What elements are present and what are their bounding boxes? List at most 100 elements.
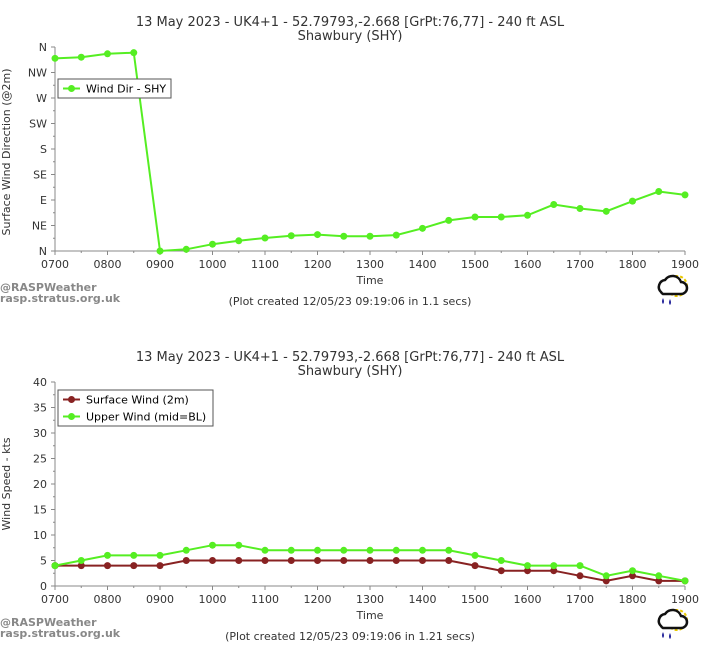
- data-point: [655, 572, 663, 580]
- x-tick-label: 1400: [409, 258, 437, 271]
- chart2-tick-labels: 0700 0800 0900 1000 1100 1200 1300 1400 1500 1600…: [33, 376, 699, 606]
- cloud-rain-sun-icon: [657, 608, 689, 639]
- data-point: [471, 562, 479, 570]
- data-point: [77, 562, 85, 570]
- data-point: [314, 557, 321, 564]
- data-point: [655, 577, 663, 585]
- y-tick-label: 25: [33, 453, 47, 466]
- chart2-legend-label-surface: Surface Wind (2m): [86, 394, 189, 407]
- data-point: [287, 557, 295, 564]
- data-point: [77, 53, 85, 61]
- y-tick-label: 35: [33, 402, 47, 415]
- data-point: [524, 211, 531, 219]
- x-tick-label: 1900: [671, 258, 699, 271]
- data-point: [287, 232, 295, 240]
- y-tick-label: NW: [28, 67, 47, 80]
- cloud-rain-sun-icon: [657, 274, 689, 305]
- data-point: [287, 546, 295, 554]
- x-tick-label: 0800: [94, 258, 122, 271]
- data-point: [156, 562, 164, 570]
- data-point: [602, 577, 610, 585]
- data-point: [576, 572, 584, 580]
- y-tick-label: 10: [33, 529, 47, 542]
- data-point: [235, 237, 243, 245]
- x-tick-label: 0800: [94, 593, 122, 606]
- x-tick-label: 1200: [304, 593, 332, 606]
- x-tick-label: 0700: [41, 258, 69, 271]
- chart2-y-axis-label: Wind Speed - kts: [0, 437, 13, 530]
- x-tick-label: 1000: [199, 593, 227, 606]
- data-point: [261, 546, 269, 554]
- chart1-y-axis-label: Surface Wind Direction (@2m): [0, 68, 13, 235]
- x-tick-label: 0900: [146, 258, 174, 271]
- chart1-legend-box: [57, 78, 172, 99]
- data-point: [340, 232, 348, 240]
- data-point: [497, 213, 505, 221]
- x-tick-label: 1100: [251, 258, 279, 271]
- chart1-legend: Wind Dir - SHY: [57, 78, 172, 99]
- data-point: [497, 567, 505, 575]
- x-tick-label: 1100: [251, 593, 279, 606]
- data-point: [261, 234, 269, 242]
- data-point: [392, 546, 400, 554]
- chart2-legend-swatch-marker-upper: [68, 413, 75, 420]
- data-point: [471, 213, 479, 221]
- wind-direction-chart: 13 May 2023 - UK4+1 - 52.79793,-2.668 [G…: [0, 15, 699, 308]
- data-point: [629, 567, 636, 575]
- data-point: [524, 567, 531, 575]
- data-point: [340, 546, 348, 554]
- data-point: [261, 557, 269, 564]
- chart2-legend-swatch-marker-surface: [68, 396, 75, 403]
- chart1-series: [51, 49, 689, 255]
- y-tick-label: N: [39, 41, 47, 54]
- y-tick-label: 30: [33, 427, 47, 440]
- data-point: [314, 231, 321, 239]
- data-point: [550, 201, 558, 209]
- x-tick-label: 1700: [566, 258, 594, 271]
- data-point: [130, 49, 138, 57]
- data-point: [392, 231, 400, 239]
- x-tick-label: 1500: [461, 593, 489, 606]
- y-tick-label: S: [40, 143, 47, 156]
- data-point: [104, 562, 111, 570]
- watermark-handle-1: @RASPWeather: [0, 281, 97, 294]
- data-point: [51, 562, 59, 570]
- watermark-url-1: rasp.stratus.org.uk: [0, 292, 121, 305]
- chart2-legend: Surface Wind (2m) Upper Wind (mid=BL): [57, 389, 214, 427]
- data-point: [550, 567, 558, 575]
- chart1-credit: (Plot created 12/05/23 09:19:06 in 1.1 s…: [229, 295, 472, 308]
- y-tick-label: SE: [33, 169, 47, 182]
- data-point: [209, 557, 216, 564]
- chart2-axes: [51, 381, 686, 590]
- x-tick-label: 1500: [461, 258, 489, 271]
- data-point: [340, 557, 348, 564]
- data-point: [419, 546, 426, 554]
- chart2-legend-box: [57, 389, 214, 427]
- y-tick-label: NE: [32, 220, 47, 233]
- data-point: [445, 546, 453, 554]
- chart1-subtitle: Shawbury (SHY): [298, 29, 403, 44]
- x-tick-label: 1000: [199, 258, 227, 271]
- wind-speed-chart: 13 May 2023 - UK4+1 - 52.79793,-2.668 [G…: [0, 350, 699, 643]
- data-point: [681, 577, 689, 585]
- chart2-series: [51, 541, 689, 585]
- chart2-x-axis-label: Time: [356, 609, 384, 622]
- data-point: [104, 50, 111, 58]
- chart2-credit: (Plot created 12/05/23 09:19:06 in 1.21 …: [225, 630, 475, 643]
- data-point: [524, 562, 531, 570]
- data-point: [77, 557, 85, 564]
- x-tick-label: 0900: [146, 593, 174, 606]
- x-tick-label: 1800: [619, 258, 647, 271]
- data-point: [209, 541, 216, 549]
- chart2-title: 13 May 2023 - UK4+1 - 52.79793,-2.668 [G…: [136, 350, 565, 365]
- data-point: [366, 546, 374, 554]
- data-point: [235, 557, 243, 564]
- y-tick-label: 0: [40, 580, 47, 593]
- chart1-title: 13 May 2023 - UK4+1 - 52.79793,-2.668 [G…: [136, 15, 565, 30]
- data-point: [445, 557, 453, 564]
- y-tick-label: N: [39, 245, 47, 258]
- data-point: [104, 551, 111, 559]
- chart2-subtitle: Shawbury (SHY): [298, 364, 403, 379]
- x-tick-label: 1600: [514, 593, 542, 606]
